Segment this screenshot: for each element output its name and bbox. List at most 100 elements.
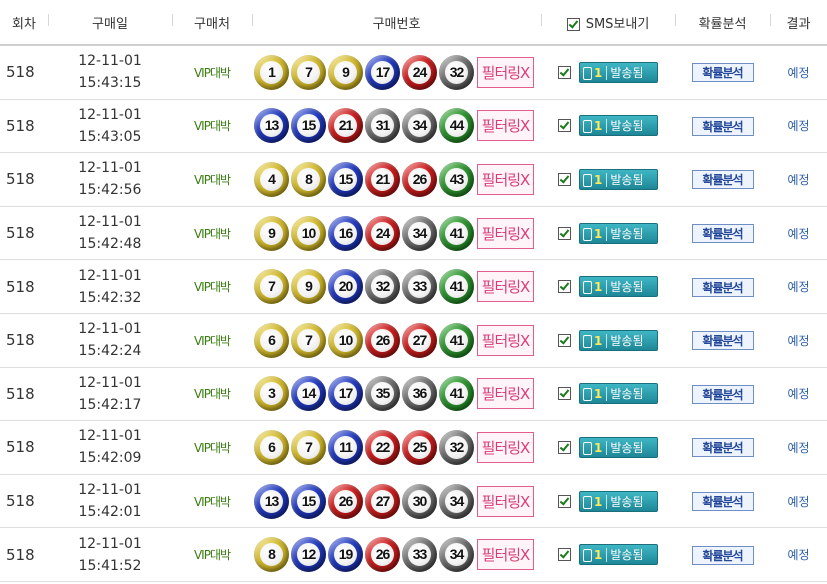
ball-number: 36 xyxy=(408,382,431,406)
sms-status-label: 발송됨 xyxy=(606,280,644,295)
sms-checkbox[interactable] xyxy=(558,494,571,508)
lotto-ball: 26 xyxy=(365,322,400,358)
probability-analysis-button[interactable]: 확률분석 xyxy=(691,438,754,458)
numbers-cell: 13 15 21 31 34 44 필터링X xyxy=(252,99,541,154)
table-row: 518 12-11-01 15:42:32 VIP대박 7 9 20 32 33 41 필터… xyxy=(0,259,827,314)
lotto-ball: 7 xyxy=(254,269,289,305)
ball-number: 26 xyxy=(408,167,431,191)
purchase-time: 15:42:48 xyxy=(78,236,142,253)
sms-checkbox[interactable] xyxy=(558,226,571,240)
analysis-cell: 확률분석 xyxy=(675,420,770,475)
analysis-cell: 확률분석 xyxy=(675,259,770,314)
filter-button[interactable]: 필터링X xyxy=(477,539,534,571)
sms-count: 1 xyxy=(594,548,603,563)
ball-number: 21 xyxy=(371,167,394,191)
header-numbers: 구매번호 xyxy=(252,0,541,46)
sms-sent-badge[interactable]: 1 발송됨 xyxy=(579,168,658,190)
probability-analysis-button[interactable]: 확률분석 xyxy=(691,545,754,565)
probability-analysis-button[interactable]: 확률분석 xyxy=(691,63,754,83)
phone-icon xyxy=(583,66,592,80)
lotto-ball: 10 xyxy=(328,322,363,358)
sms-status-label: 발송됨 xyxy=(606,440,644,455)
result-cell: 예정 xyxy=(770,206,827,261)
sms-checkbox[interactable] xyxy=(558,280,571,294)
sms-sent-badge[interactable]: 1 발송됨 xyxy=(579,436,658,458)
filter-button[interactable]: 필터링X xyxy=(477,324,534,356)
filter-button[interactable]: 필터링X xyxy=(477,485,534,517)
filter-button[interactable]: 필터링X xyxy=(477,110,534,142)
round-cell: 518 xyxy=(0,420,48,475)
table-row: 518 12-11-01 15:42:56 VIP대박 4 8 15 21 26 43 필터… xyxy=(0,152,827,207)
analysis-cell: 확률분석 xyxy=(675,45,770,100)
filter-button[interactable]: 필터링X xyxy=(477,163,534,195)
lotto-ball: 20 xyxy=(328,269,363,305)
numbers-cell: 8 12 19 26 33 34 필터링X xyxy=(252,527,541,582)
numbers-cell: 9 10 16 24 34 41 필터링X xyxy=(252,206,541,261)
sms-checkbox[interactable] xyxy=(558,440,571,454)
sms-sent-badge[interactable]: 1 발송됨 xyxy=(579,329,658,351)
sms-sent-badge[interactable]: 1 발송됨 xyxy=(579,276,658,298)
sms-sent-badge[interactable]: 1 발송됨 xyxy=(579,115,658,137)
probability-analysis-button[interactable]: 확률분석 xyxy=(691,492,754,512)
sms-checkbox[interactable] xyxy=(558,172,571,186)
lotto-ball: 27 xyxy=(365,483,400,519)
filter-button[interactable]: 필터링X xyxy=(477,217,534,249)
probability-analysis-button[interactable]: 확률분석 xyxy=(691,170,754,190)
sms-checkbox[interactable] xyxy=(558,65,571,79)
lotto-ball: 3 xyxy=(254,376,289,412)
sms-sent-badge[interactable]: 1 발송됨 xyxy=(579,490,658,512)
lotto-ball: 9 xyxy=(291,269,326,305)
probability-analysis-button[interactable]: 확률분석 xyxy=(691,224,754,244)
lotto-ball: 33 xyxy=(402,269,437,305)
filter-button[interactable]: 필터링X xyxy=(477,56,534,88)
purchase-datetime: 12-11-01 15:43:05 xyxy=(48,99,172,154)
purchase-date: 12-11-01 xyxy=(78,53,142,70)
ball-number: 13 xyxy=(260,114,283,138)
round-cell: 518 xyxy=(0,474,48,529)
probability-analysis-button[interactable]: 확률분석 xyxy=(691,116,754,136)
ball-number: 27 xyxy=(371,489,394,513)
ball-number: 43 xyxy=(445,167,468,191)
probability-analysis-button[interactable]: 확률분석 xyxy=(691,331,754,351)
probability-analysis-button[interactable]: 확률분석 xyxy=(691,277,754,297)
filter-button[interactable]: 필터링X xyxy=(477,378,534,410)
sms-count: 1 xyxy=(594,119,603,134)
ball-number: 34 xyxy=(445,489,468,513)
sms-sent-badge[interactable]: 1 발송됨 xyxy=(579,61,658,83)
header-store: 구매처 xyxy=(172,0,252,46)
filter-button[interactable]: 필터링X xyxy=(477,431,534,463)
analysis-cell: 확률분석 xyxy=(675,367,770,422)
lotto-ball: 41 xyxy=(439,215,474,251)
sms-checkbox[interactable] xyxy=(558,387,571,401)
purchase-time: 15:42:32 xyxy=(78,289,142,306)
sms-sent-badge[interactable]: 1 발송됨 xyxy=(579,544,658,566)
result-cell: 예정 xyxy=(770,45,827,100)
header-sms: SMS보내기 xyxy=(541,0,675,46)
ball-number: 8 xyxy=(297,167,320,191)
ball-number: 14 xyxy=(297,382,320,406)
lotto-ball: 32 xyxy=(365,269,400,305)
lotto-ball: 6 xyxy=(254,322,289,358)
select-all-checkbox[interactable] xyxy=(566,17,580,31)
ball-number: 41 xyxy=(445,328,468,352)
lotto-ball: 27 xyxy=(402,322,437,358)
lotto-ball: 17 xyxy=(365,54,400,90)
ball-number: 19 xyxy=(334,543,357,567)
sms-checkbox[interactable] xyxy=(558,333,571,347)
sms-checkbox[interactable] xyxy=(558,119,571,133)
sms-status-label: 발송됨 xyxy=(606,387,644,402)
lotto-ball: 34 xyxy=(402,108,437,144)
sms-sent-badge[interactable]: 1 발송됨 xyxy=(579,222,658,244)
ball-number: 27 xyxy=(408,328,431,352)
sms-sent-badge[interactable]: 1 발송됨 xyxy=(579,383,658,405)
table-row: 518 12-11-01 15:43:15 VIP대박 1 7 9 17 24 32 필터링… xyxy=(0,45,827,100)
ball-number: 34 xyxy=(445,543,468,567)
sms-checkbox[interactable] xyxy=(558,548,571,562)
header-purchase-date: 구매일 xyxy=(48,0,172,46)
probability-analysis-button[interactable]: 확률분석 xyxy=(691,384,754,404)
lotto-ball: 31 xyxy=(365,108,400,144)
filter-button[interactable]: 필터링X xyxy=(477,271,534,303)
ball-number: 25 xyxy=(408,435,431,459)
result-cell: 예정 xyxy=(770,527,827,582)
phone-icon xyxy=(583,173,592,187)
